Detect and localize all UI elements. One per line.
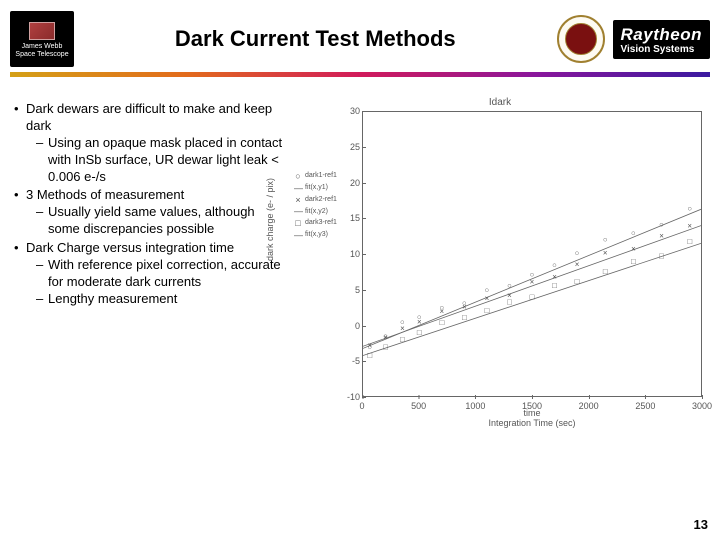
slide-title: Dark Current Test Methods xyxy=(74,26,557,52)
svg-text:○: ○ xyxy=(575,249,580,258)
svg-text:×: × xyxy=(603,249,608,258)
university-seal-icon xyxy=(557,15,605,63)
chart-series: ○○○○○○○○○○○○○○○×××××××××××××××□□□□□□□□□□… xyxy=(363,112,701,396)
svg-text:○: ○ xyxy=(687,204,692,213)
svg-text:○: ○ xyxy=(507,281,512,290)
raytheon-logo: Raytheon Vision Systems xyxy=(613,20,710,59)
y-tick-label: 20 xyxy=(338,178,360,188)
svg-text:×: × xyxy=(530,278,535,287)
bullet-item: 3 Methods of measurementUsually yield sa… xyxy=(14,187,284,238)
svg-text:□: □ xyxy=(417,328,422,337)
svg-text:□: □ xyxy=(367,351,372,360)
jwst-label-1: James Webb xyxy=(10,43,74,51)
dark-charge-chart: Idark dark charge (e- / pix) ○dark1-ref1… xyxy=(294,101,706,431)
svg-text:×: × xyxy=(485,294,490,303)
svg-text:×: × xyxy=(687,222,692,231)
sub-bullet-item: With reference pixel correction, accurat… xyxy=(26,257,284,291)
y-tick-label: 5 xyxy=(338,285,360,295)
svg-text:□: □ xyxy=(575,277,580,286)
svg-text:×: × xyxy=(400,324,405,333)
y-tick-label: 15 xyxy=(338,213,360,223)
svg-text:×: × xyxy=(440,307,445,316)
svg-text:□: □ xyxy=(507,298,512,307)
right-logo-group: Raytheon Vision Systems xyxy=(557,15,710,63)
y-tick-label: 0 xyxy=(338,321,360,331)
bullet-item: Dark Charge versus integration timeWith … xyxy=(14,240,284,308)
svg-text:×: × xyxy=(659,232,664,241)
jwst-icon xyxy=(29,22,55,40)
svg-text:○: ○ xyxy=(631,229,636,238)
svg-text:□: □ xyxy=(400,335,405,344)
legend-entry: ×dark2-ref1 xyxy=(294,195,360,206)
x-tick-label: 1500 xyxy=(522,401,542,411)
y-tick-label: 10 xyxy=(338,249,360,259)
x-tick-label: 0 xyxy=(359,401,364,411)
bullet-item: Dark dewars are difficult to make and ke… xyxy=(14,101,284,185)
svg-text:□: □ xyxy=(659,251,664,260)
svg-text:□: □ xyxy=(603,267,608,276)
raytheon-sub: Vision Systems xyxy=(621,45,702,55)
page-number: 13 xyxy=(694,517,708,532)
slide-body: Dark dewars are difficult to make and ke… xyxy=(0,77,720,431)
jwst-logo: James Webb Space Telescope xyxy=(10,11,74,67)
legend-entry: —fit(x,y3) xyxy=(294,230,360,241)
chart-y-axis-label: dark charge (e- / pix) xyxy=(265,178,275,261)
y-tick-label: 25 xyxy=(338,142,360,152)
svg-text:×: × xyxy=(383,333,388,342)
x-tick-label: 500 xyxy=(411,401,426,411)
slide-header: James Webb Space Telescope Dark Current … xyxy=(0,0,720,72)
svg-text:□: □ xyxy=(552,281,557,290)
svg-text:□: □ xyxy=(687,237,692,246)
jwst-label-2: Space Telescope xyxy=(10,51,74,59)
x-tick-label: 1000 xyxy=(465,401,485,411)
svg-text:×: × xyxy=(575,260,580,269)
svg-text:□: □ xyxy=(530,293,535,302)
y-tick-label: -5 xyxy=(338,356,360,366)
sub-bullet-item: Usually yield same values, although some… xyxy=(26,204,284,238)
chart-plot-area: ○○○○○○○○○○○○○○○×××××××××××××××□□□□□□□□□□… xyxy=(362,111,702,397)
svg-text:○: ○ xyxy=(603,235,608,244)
svg-text:○: ○ xyxy=(659,220,664,229)
x-tick-label: 2000 xyxy=(579,401,599,411)
raytheon-name: Raytheon xyxy=(621,26,702,43)
svg-text:×: × xyxy=(367,341,372,350)
bullet-column: Dark dewars are difficult to make and ke… xyxy=(14,101,284,431)
svg-text:×: × xyxy=(417,317,422,326)
svg-text:□: □ xyxy=(485,306,490,315)
y-tick-label: 30 xyxy=(338,106,360,116)
y-tick-label: -10 xyxy=(338,392,360,402)
sub-bullet-item: Lengthy measurement xyxy=(26,291,284,308)
x-tick-label: 2500 xyxy=(635,401,655,411)
svg-text:×: × xyxy=(631,244,636,253)
svg-text:□: □ xyxy=(631,257,636,266)
chart-x-axis-label: time Integration Time (sec) xyxy=(362,409,702,429)
svg-text:□: □ xyxy=(462,313,467,322)
svg-text:□: □ xyxy=(439,318,444,327)
sub-bullet-item: Using an opaque mask placed in contact w… xyxy=(26,135,284,186)
x-tick-label: 3000 xyxy=(692,401,712,411)
svg-text:×: × xyxy=(462,303,467,312)
svg-text:○: ○ xyxy=(552,261,557,270)
svg-text:□: □ xyxy=(383,342,388,351)
